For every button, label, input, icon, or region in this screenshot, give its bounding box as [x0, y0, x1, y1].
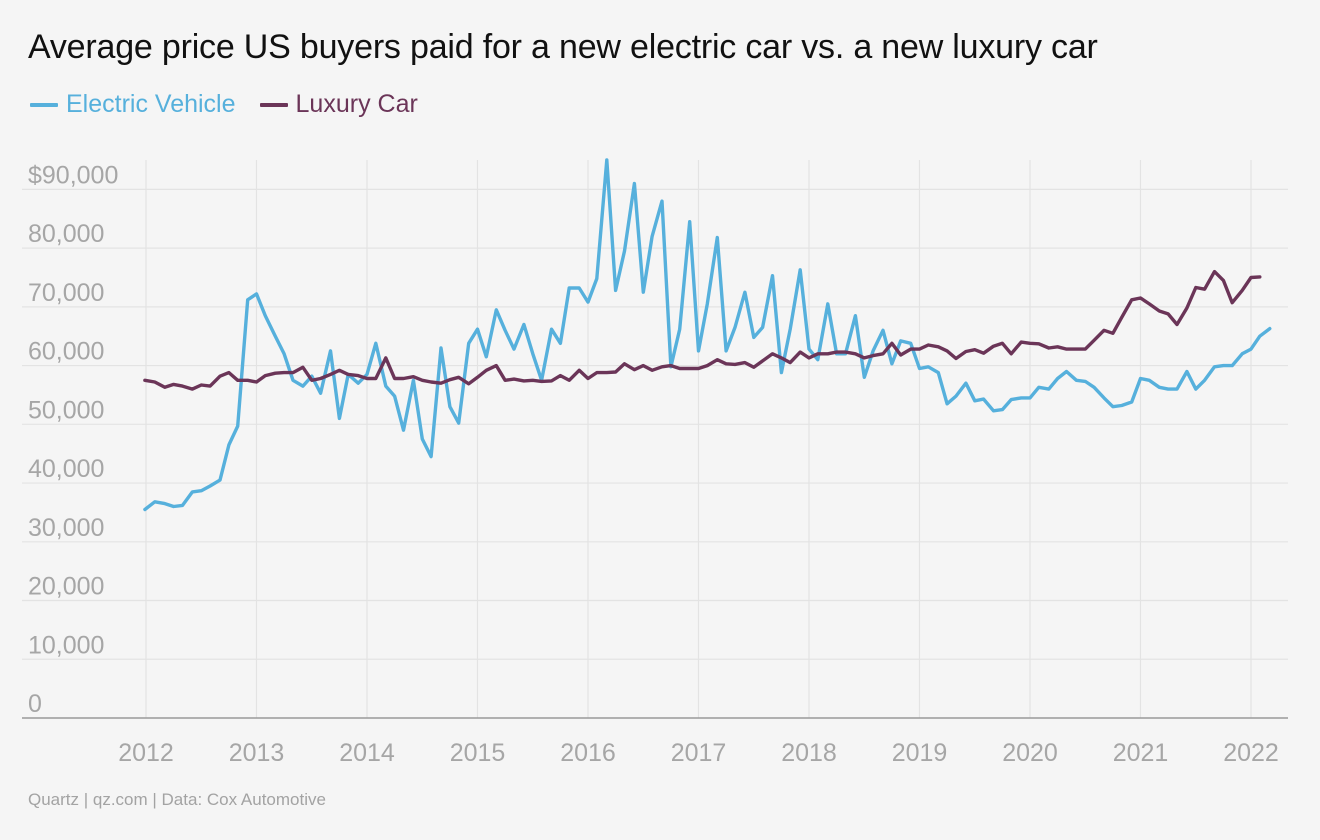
y-axis-tick-labels: 0 10,000 20,000 30,000 40,000 50,000 60,000 70,…	[28, 161, 118, 718]
x-tick-label-2015: 2015	[450, 739, 506, 767]
x-axis-tick-labels: 2012 2013 2014 2015 2016 2017 2018 2019 2020 2021…	[118, 739, 1279, 767]
line-chart: 0 10,000 20,000 30,000 40,000 50,000 60,000 70,…	[22, 158, 1288, 767]
chart-title: Average price US buyers paid for a new e…	[28, 28, 1098, 66]
x-tick-label-2014: 2014	[339, 739, 395, 767]
x-tick-label-2017: 2017	[671, 739, 727, 767]
x-tick-label-2022: 2022	[1223, 739, 1279, 767]
legend-swatch-luxury-car	[259, 102, 288, 107]
y-tick-label-30000: 30,000	[28, 514, 104, 542]
series-lines	[143, 158, 1272, 512]
x-tick-label-2016: 2016	[560, 739, 616, 767]
y-tick-label-0: 0	[28, 690, 42, 718]
x-tick-label-2019: 2019	[892, 739, 948, 767]
legend-item-electric-vehicle: Electric Vehicle	[30, 90, 236, 119]
x-tick-label-2013: 2013	[229, 739, 285, 767]
x-tick-label-2020: 2020	[1002, 739, 1058, 767]
y-tick-label-70000: 70,000	[28, 279, 104, 307]
x-tick-label-2021: 2021	[1113, 739, 1169, 767]
legend-swatch-electric-vehicle	[30, 102, 58, 107]
y-tick-label-20000: 20,000	[28, 573, 104, 601]
chart-legend: Electric Vehicle Luxury Car	[30, 90, 442, 119]
x-tick-label-2018: 2018	[781, 739, 837, 767]
y-tick-label-50000: 50,000	[28, 396, 104, 424]
gridlines	[22, 160, 1288, 718]
x-tick-label-2012: 2012	[118, 739, 174, 767]
y-tick-label-60000: 60,000	[28, 338, 104, 366]
y-tick-label-10000: 10,000	[28, 631, 104, 659]
legend-label-luxury-car: Luxury Car	[295, 90, 418, 118]
legend-item-luxury-car: Luxury Car	[259, 90, 418, 119]
legend-label-electric-vehicle: Electric Vehicle	[66, 90, 236, 118]
source-credit: Quartz | qz.com | Data: Cox Automotive	[28, 790, 326, 809]
y-tick-label-80000: 80,000	[28, 220, 104, 248]
y-tick-label-90000: $90,000	[28, 161, 118, 189]
y-tick-label-40000: 40,000	[28, 455, 104, 483]
series-line-luxury-car	[143, 269, 1262, 391]
